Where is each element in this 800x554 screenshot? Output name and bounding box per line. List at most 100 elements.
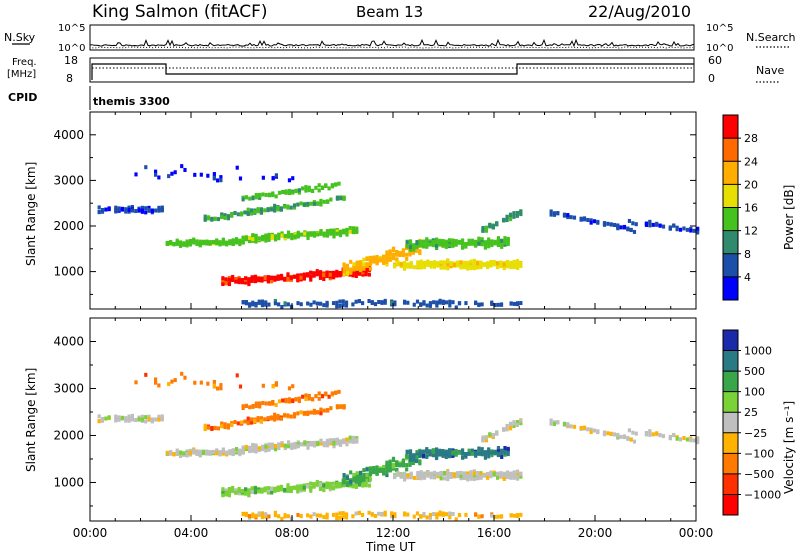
velocity-cell [302,485,306,490]
power-cell [364,272,368,277]
velocity-cell [476,476,480,481]
velocity-cell [354,485,358,490]
velocity-colorbar-frame [722,329,739,516]
velocity-cell [438,510,442,515]
power-cell [221,241,225,246]
velocity-cell [425,515,429,520]
power-cell [415,245,419,250]
power-cell [432,300,436,305]
power-cell [264,300,268,305]
velocity-cell [469,470,473,475]
power-cell [243,210,247,215]
velocity-cell [512,424,516,429]
power-cell [260,303,265,308]
velocity-cell [241,512,245,517]
velocity-cell [490,450,494,455]
power-cell [147,207,151,212]
velocity-cell [634,431,638,436]
power-cell [322,199,326,204]
power-cell [500,238,504,243]
power-cell [299,273,303,278]
colorbar-tick-label: 8 [744,248,751,261]
velocity-cell [337,389,341,394]
power-cell [360,301,365,306]
power-cell [405,240,409,245]
power-cell [225,241,229,246]
power-cell [447,242,452,247]
power-cell [306,301,310,306]
power-cell [696,226,700,231]
velocity-cell [274,402,278,407]
velocity-cell [444,450,448,455]
power-cell [228,239,232,244]
power-cell [180,164,184,169]
velocity-cell [206,381,210,386]
velocity-cell [457,450,461,455]
velocity-cell [589,427,593,432]
power-cell [509,260,513,265]
velocity-cell [552,421,557,426]
velocity-cell [247,488,251,493]
power-cell [153,172,158,177]
velocity-cell [212,379,216,384]
velocity-cell [412,457,416,462]
power-cell [477,236,481,241]
power-cell [467,241,471,246]
power-cell [293,234,297,239]
velocity-cell [459,470,463,475]
colorbar-segment [723,161,738,185]
power-cell [251,233,255,238]
power-cell [296,275,300,280]
power-cell [259,210,264,215]
power-cell [579,216,583,221]
velocity-cell [104,416,108,421]
velocity-cell [334,390,338,395]
velocity-cell [496,514,500,519]
velocity-cell [221,489,225,494]
power-cell [153,169,158,174]
power-cell [586,218,590,223]
power-cell [306,201,310,206]
power-cell [552,212,557,217]
velocity-cell [439,476,443,481]
velocity-cell [648,432,652,437]
colorbar-tick-label: 100 [744,386,765,399]
velocity-cell [127,416,131,421]
velocity-cell [388,459,392,464]
power-cell [216,217,221,222]
velocity-cell [206,425,211,430]
power-cell [372,259,376,264]
power-cell [282,204,287,209]
velocity-cell [246,416,250,421]
velocity-cell [441,453,445,458]
velocity-cell [566,422,570,427]
power-cell [515,259,520,264]
power-cell [234,237,239,242]
velocity-cell [422,471,427,476]
freq-unit: [MHz] [7,69,36,80]
power-cell [317,188,321,193]
power-cell [362,262,366,267]
velocity-cell [241,450,245,455]
velocity-cell [490,513,494,518]
velocity-cell [466,473,470,478]
velocity-cell [355,471,359,476]
velocity-cell [372,469,376,474]
velocity-cell [322,443,326,448]
velocity-cell [271,400,275,405]
velocity-cell [169,451,173,456]
velocity-cell [362,472,366,477]
power-cell [325,229,330,234]
power-cell [182,241,186,246]
power-cell [395,257,399,262]
colorbar-tick-label: −1000 [744,488,781,501]
power-cell [127,207,131,212]
velocity-cell [622,434,627,439]
power-cell [325,300,329,305]
velocity-cell [367,483,371,488]
power-cell [267,192,272,197]
power-cell [289,275,293,280]
velocity-cell [286,440,291,445]
power-cell [296,202,300,207]
power-cell [367,272,371,277]
